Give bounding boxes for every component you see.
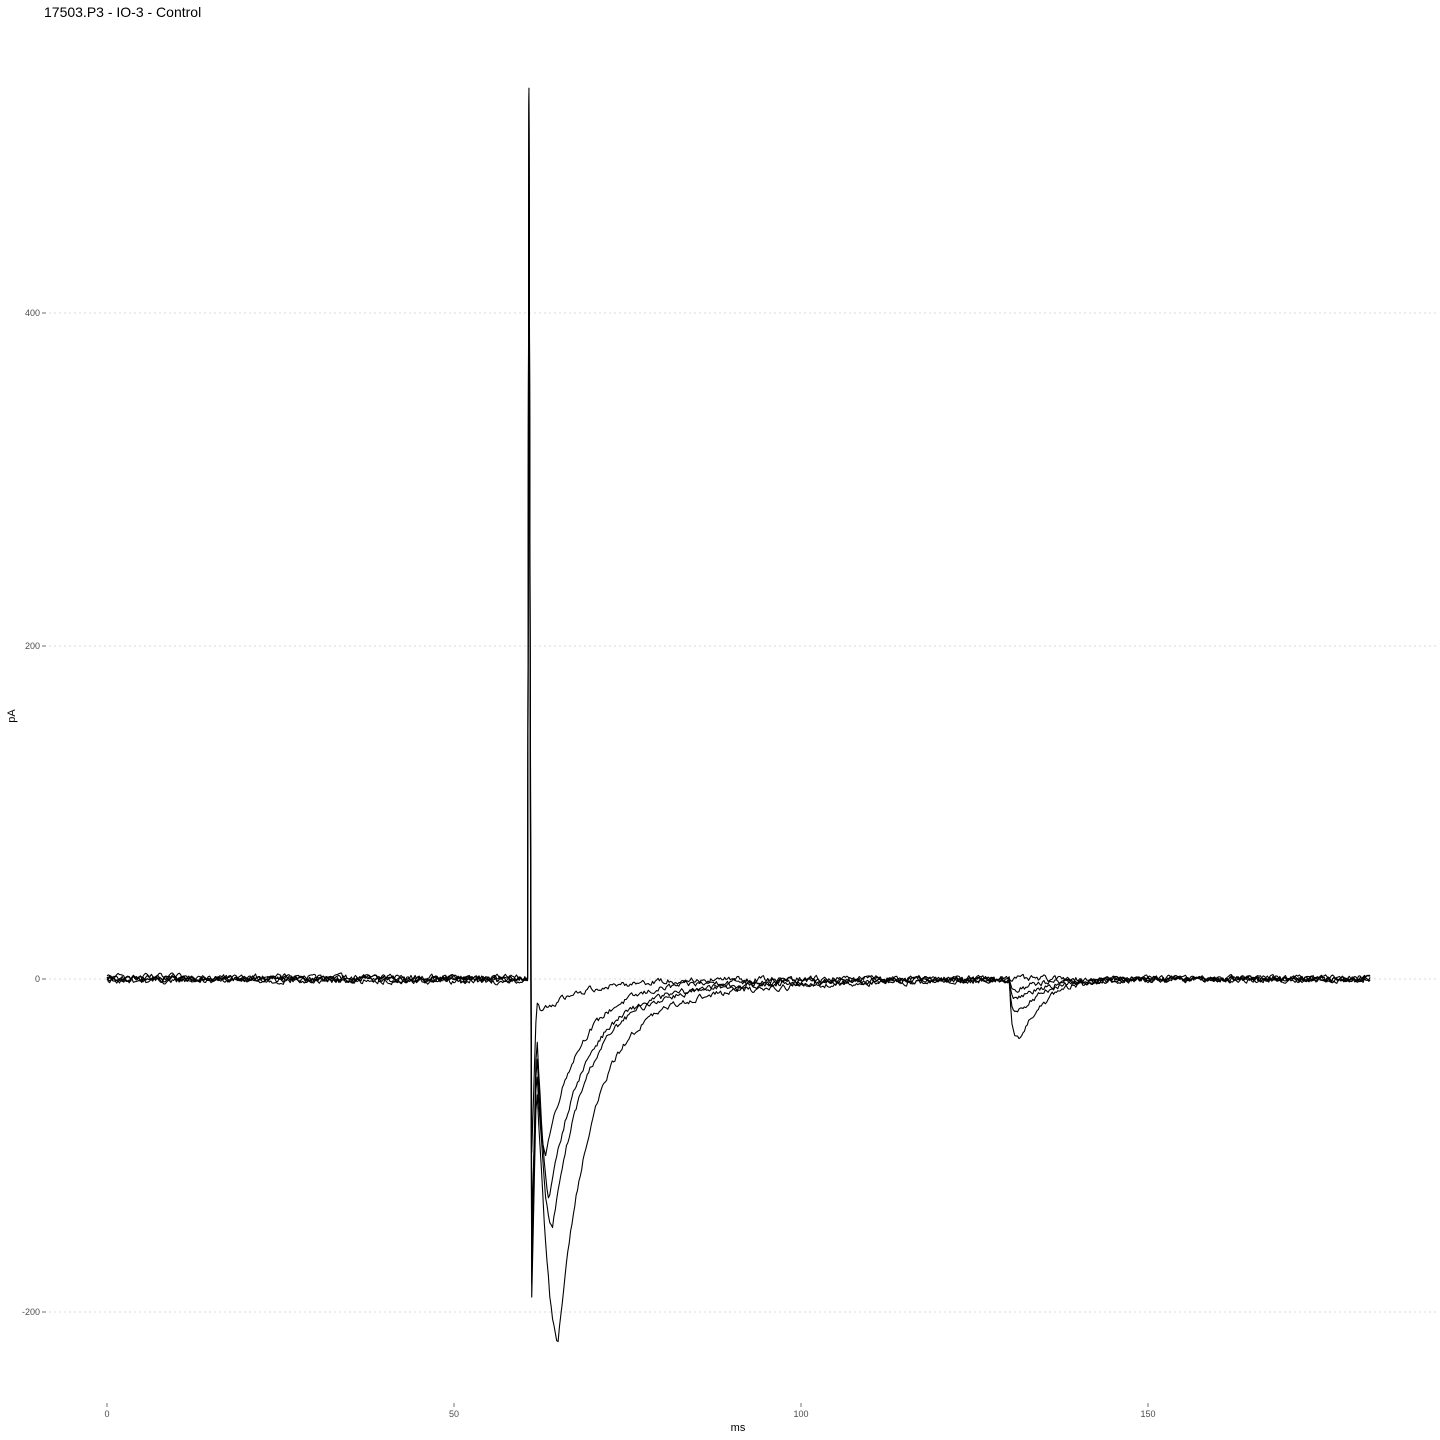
trace-sweep-3: [106, 96, 1371, 1229]
x-tick-label: 100: [793, 1409, 808, 1419]
y-axis-label: pA: [6, 709, 18, 723]
y-tick-label: -200: [22, 1307, 40, 1317]
y-tick-label: 0: [35, 974, 40, 984]
trace-sweep-4: [106, 99, 1371, 1343]
y-tick-label: 400: [25, 308, 40, 318]
trace-sweep-1: [106, 87, 1371, 1285]
trace-sweep-5: [106, 104, 1371, 1153]
x-tick-label: 0: [104, 1409, 109, 1419]
trace-sweep-2: [106, 92, 1371, 1261]
x-axis-label: ms: [731, 1422, 746, 1434]
chart-title: 17503.P3 - IO-3 - Control: [44, 4, 201, 20]
x-tick-label: 150: [1140, 1409, 1155, 1419]
x-tick-label: 50: [449, 1409, 459, 1419]
y-axis: -200 0 200 400: [22, 308, 46, 1317]
x-axis: 0 50 100 150: [104, 1403, 1156, 1419]
trace-layer: [106, 87, 1371, 1343]
grid-layer: [44, 312, 1436, 1313]
y-tick-label: 200: [25, 641, 40, 651]
